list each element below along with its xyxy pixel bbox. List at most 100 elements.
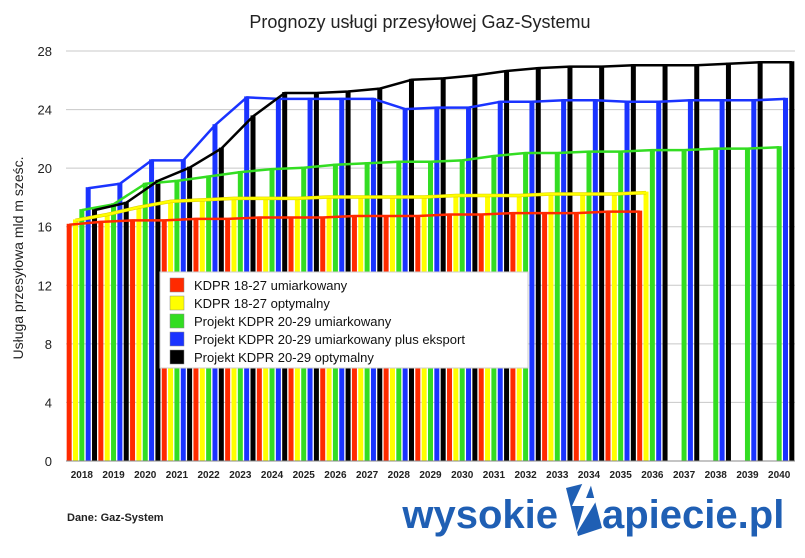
bar <box>757 61 763 461</box>
x-tick-label: 2019 <box>102 470 125 481</box>
y-tick-label: 28 <box>38 44 52 59</box>
y-axis-ticks: 0 4 8 12 16 20 24 28 <box>38 44 52 469</box>
bar <box>719 99 725 462</box>
bar <box>630 64 636 461</box>
x-tick-label: 2027 <box>356 470 379 481</box>
lightning-n-icon <box>566 478 602 536</box>
bar <box>529 100 535 462</box>
x-tick-label: 2021 <box>166 470 189 481</box>
bar <box>155 179 161 461</box>
legend-box <box>159 271 529 369</box>
series-line <box>88 96 786 190</box>
bar <box>789 61 795 461</box>
legend-swatch <box>169 295 185 311</box>
legend-label: KDPR 18-27 umiarkowany <box>194 278 348 293</box>
bar <box>713 147 719 461</box>
x-tick-label: 2031 <box>483 470 506 481</box>
x-tick-label: 2018 <box>71 470 94 481</box>
brand-right-text: apiecie.pl <box>602 493 784 537</box>
bar <box>681 149 687 461</box>
legend-label: Projekt KDPR 20-29 optymalny <box>194 350 374 365</box>
y-tick-label: 4 <box>45 395 52 410</box>
bar <box>440 77 446 461</box>
legend-label: KDPR 18-27 optymalny <box>194 296 330 311</box>
x-tick-label: 2040 <box>768 470 791 481</box>
bar <box>599 65 605 462</box>
series-line <box>81 145 780 212</box>
bar <box>744 147 750 461</box>
bar <box>662 64 668 461</box>
bar <box>149 159 155 461</box>
bar <box>136 206 142 461</box>
bar <box>504 70 510 462</box>
x-tick-label: 2024 <box>261 470 284 481</box>
bar <box>725 62 731 461</box>
series-lines <box>69 61 792 227</box>
bar <box>751 99 757 462</box>
y-tick-label: 16 <box>38 220 52 235</box>
brand-left-text: wysokie <box>401 493 558 537</box>
legend-swatch <box>169 349 185 365</box>
y-tick-label: 8 <box>45 337 52 352</box>
bar <box>649 149 655 461</box>
bar <box>79 209 85 461</box>
bar <box>130 219 136 461</box>
bar <box>687 99 693 462</box>
bar <box>580 193 586 462</box>
x-tick-label: 2035 <box>610 470 633 481</box>
bar <box>535 67 541 461</box>
series-line <box>94 61 792 212</box>
legend-swatch <box>169 331 185 347</box>
series-line <box>75 191 647 222</box>
legend-label: Projekt KDPR 20-29 umiarkowany plus eksp… <box>194 332 465 347</box>
y-tick-label: 20 <box>38 161 52 176</box>
x-tick-label: 2036 <box>641 470 664 481</box>
legend-swatch <box>169 277 185 293</box>
bar <box>117 182 123 462</box>
bar <box>694 64 700 461</box>
bar <box>408 78 414 462</box>
legend-swatch <box>169 313 185 329</box>
x-tick-label: 2037 <box>673 470 696 481</box>
bar <box>561 99 567 462</box>
bar <box>637 210 643 461</box>
bar <box>656 100 662 462</box>
y-axis-label: Usługa przesyłowa mld m sześc. <box>10 156 26 359</box>
x-tick-label: 2039 <box>736 470 759 481</box>
bar <box>548 193 554 462</box>
x-tick-label: 2033 <box>546 470 569 481</box>
source-note: Dane: Gaz-System <box>67 512 164 524</box>
series-line <box>69 210 640 227</box>
x-tick-label: 2030 <box>451 470 474 481</box>
bars <box>66 61 795 462</box>
x-tick-label: 2028 <box>388 470 411 481</box>
y-tick-label: 12 <box>38 278 52 293</box>
bar <box>586 150 592 462</box>
x-tick-label: 2025 <box>293 470 316 481</box>
bar <box>618 150 624 462</box>
bar <box>98 220 104 461</box>
bar <box>592 99 598 462</box>
bar <box>554 152 560 462</box>
bar <box>624 100 630 462</box>
bar <box>776 146 782 461</box>
y-tick-label: 0 <box>45 454 52 469</box>
legend: KDPR 18-27 umiarkowany KDPR 18-27 optymal… <box>159 271 529 369</box>
bar <box>111 203 117 462</box>
bar <box>573 212 579 461</box>
bar <box>104 213 110 461</box>
bar <box>782 97 788 461</box>
x-tick-label: 2020 <box>134 470 157 481</box>
x-tick-label: 2023 <box>229 470 252 481</box>
chart-title: Prognozy usługi przesyłowej Gaz-Systemu <box>249 12 590 32</box>
bar <box>66 223 72 461</box>
x-tick-label: 2034 <box>578 470 601 481</box>
x-tick-label: 2026 <box>324 470 347 481</box>
legend-label: Projekt KDPR 20-29 umiarkowany <box>194 314 392 329</box>
x-tick-label: 2029 <box>419 470 442 481</box>
bar <box>542 212 548 461</box>
bar <box>92 209 98 461</box>
x-tick-label: 2032 <box>514 470 537 481</box>
x-axis-ticks: 2018 2019 2020 2021 2022 2023 2024 2025 2026 2027… <box>71 470 791 481</box>
bar <box>85 187 91 461</box>
